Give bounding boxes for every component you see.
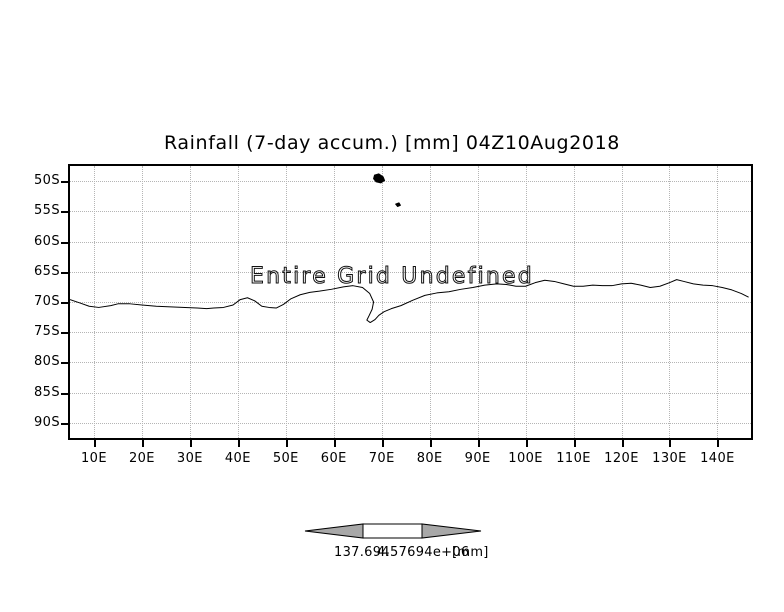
colorbar-swatches [304, 523, 482, 539]
x-tick-mark [141, 440, 144, 447]
colorbar[interactable] [298, 516, 488, 546]
y-tick-label: 75S [34, 324, 60, 340]
x-tick-mark [669, 440, 672, 447]
island-heard [396, 203, 401, 207]
island-kerguelen [374, 174, 385, 183]
y-tick-mark [61, 392, 68, 395]
y-tick-mark [61, 241, 68, 244]
x-tick-mark [525, 440, 528, 447]
x-tick-mark [621, 440, 624, 447]
x-tick-label: 30E [176, 451, 203, 466]
x-tick-label: 100E [508, 451, 543, 466]
x-tick-mark [477, 440, 480, 447]
y-tick-label: 65S [34, 263, 60, 279]
colorbar-labels: 137.694 4.57694e+06 [mm] [0, 545, 784, 563]
y-tick-mark [61, 332, 68, 335]
x-tick-mark [717, 440, 720, 447]
x-tick-mark [381, 440, 384, 447]
y-tick-label: 70S [34, 294, 60, 309]
x-tick-mark [237, 440, 240, 447]
antarctic-coastline [70, 280, 749, 323]
y-tick-label: 60S [34, 233, 60, 249]
gridline-horizontal [70, 302, 751, 304]
x-tick-mark [285, 440, 288, 447]
gridline-horizontal [70, 211, 751, 213]
x-tick-label: 70E [368, 451, 395, 466]
y-tick-mark [61, 271, 68, 274]
x-tick-label: 20E [128, 451, 155, 466]
x-tick-label: 60E [320, 451, 347, 466]
gridline-horizontal [70, 392, 751, 395]
gridline-horizontal [70, 271, 751, 274]
coastline-map [70, 166, 751, 438]
gridline-horizontal [70, 422, 751, 425]
gridline-horizontal [70, 362, 751, 364]
x-tick-mark [573, 440, 576, 447]
y-tick-mark [61, 211, 68, 214]
x-tick-label: 90E [464, 451, 491, 466]
x-tick-label: 10E [80, 451, 107, 466]
y-tick-mark [61, 422, 68, 425]
colorbar-min-label: 137.694 [334, 545, 390, 560]
x-tick-label: 120E [604, 451, 639, 466]
x-tick-label: 130E [652, 451, 687, 466]
y-tick-mark [61, 362, 68, 365]
y-tick-label: 50S [34, 173, 60, 189]
x-tick-mark [93, 440, 96, 447]
x-tick-mark [429, 440, 432, 447]
x-tick-label: 140E [700, 451, 735, 466]
plot-area [68, 164, 753, 440]
y-tick-label: 85S [34, 384, 60, 400]
colorbar-max-label: 4.57694e+06 [377, 545, 470, 560]
gridlines [70, 166, 751, 438]
colorbar-units-label: [mm] [452, 545, 489, 560]
gridline-horizontal [70, 241, 751, 244]
x-tick-label: 110E [556, 451, 591, 466]
x-tick-label: 50E [272, 451, 299, 466]
y-tick-mark [61, 302, 68, 304]
x-tick-label: 40E [224, 451, 251, 466]
chart-title: Rainfall (7-day accum.) [mm] 04Z10Aug201… [164, 132, 620, 154]
x-tick-mark [333, 440, 336, 447]
y-tick-mark [61, 181, 68, 184]
gridline-horizontal [70, 332, 751, 334]
y-tick-label: 55S [34, 203, 60, 219]
x-tick-label: 80E [416, 451, 443, 466]
gridline-horizontal [70, 181, 751, 183]
y-tick-label: 90S [34, 414, 60, 430]
x-tick-mark [189, 440, 192, 447]
y-tick-label: 80S [34, 354, 60, 370]
